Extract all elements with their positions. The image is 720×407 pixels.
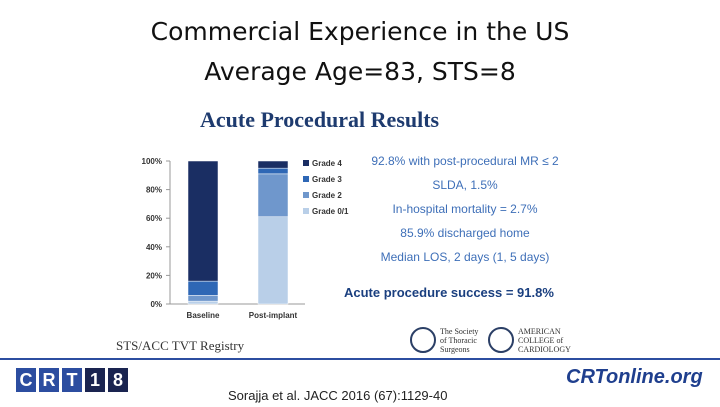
legend-swatch (303, 176, 309, 182)
x-tick-label: Baseline (187, 311, 220, 320)
stat-mortality: In-hospital mortality = 2.7% (392, 202, 538, 216)
bar-segment (187, 300, 219, 305)
crt-letter: 1 (85, 368, 105, 392)
citation: Sorajja et al. JACC 2016 (67):1129-40 (228, 388, 448, 403)
y-tick-label: 20% (146, 271, 162, 280)
legend-label: Grade 2 (312, 191, 342, 200)
sts-logo-line: Surgeons (440, 344, 470, 354)
x-tick-label: Post-implant (249, 311, 298, 320)
y-tick-label: 100% (142, 157, 162, 166)
panel-title: Acute Procedural Results (200, 107, 440, 132)
bar-segment (257, 160, 289, 169)
bar-segment (257, 173, 289, 218)
slide-title-line2: Average Age=83, STS=8 (204, 57, 516, 86)
legend-swatch (303, 192, 309, 198)
legend-swatch (303, 208, 309, 214)
sts-seal-icon (410, 327, 436, 353)
sts-logo-line: The Society (440, 326, 479, 336)
stat-discharged: 85.9% discharged home (400, 226, 530, 240)
bar-segment (187, 295, 219, 302)
bar-segment (257, 216, 289, 305)
acc-logo-line: CARDIOLOGY (518, 344, 571, 354)
crt-letter: R (39, 368, 59, 392)
crtonline-logo: CRTonline.org (566, 366, 703, 388)
acc-seal-icon (488, 327, 514, 353)
crt-letter: 8 (108, 368, 128, 392)
y-tick-label: 80% (146, 186, 162, 195)
slide-title-line1: Commercial Experience in the US (150, 17, 570, 46)
bar-segment (257, 167, 289, 175)
bar-segment (187, 280, 219, 296)
bar-segment (187, 160, 219, 282)
crt-letter: T (62, 368, 82, 392)
legend-label: Grade 0/1 (312, 207, 349, 216)
stat-mr: 92.8% with post-procedural MR ≤ 2 (371, 154, 559, 168)
y-tick-label: 60% (146, 214, 162, 223)
stat-slda: SLDA, 1.5% (432, 178, 498, 192)
crt-letter: C (16, 368, 36, 392)
legend-swatch (303, 160, 309, 166)
crt18-logo: C R T 1 8 (16, 368, 128, 392)
acc-logo: AMERICAN COLLEGE of CARDIOLOGY (488, 325, 571, 355)
sts-logo-line: of Thoracic (440, 335, 477, 345)
registry-label: STS/ACC TVT Registry (116, 338, 245, 353)
y-tick-label: 0% (150, 300, 162, 309)
y-tick-label: 40% (146, 243, 162, 252)
legend-label: Grade 3 (312, 175, 342, 184)
acc-logo-line: COLLEGE of (518, 335, 564, 345)
sts-logo: The Society of Thoracic Surgeons (410, 325, 478, 355)
acc-logo-line: AMERICAN (518, 326, 561, 336)
stat-los: Median LOS, 2 days (1, 5 days) (380, 250, 550, 264)
legend-label: Grade 4 (312, 159, 342, 168)
success-statement: Acute procedure success = 91.8% (344, 285, 554, 300)
